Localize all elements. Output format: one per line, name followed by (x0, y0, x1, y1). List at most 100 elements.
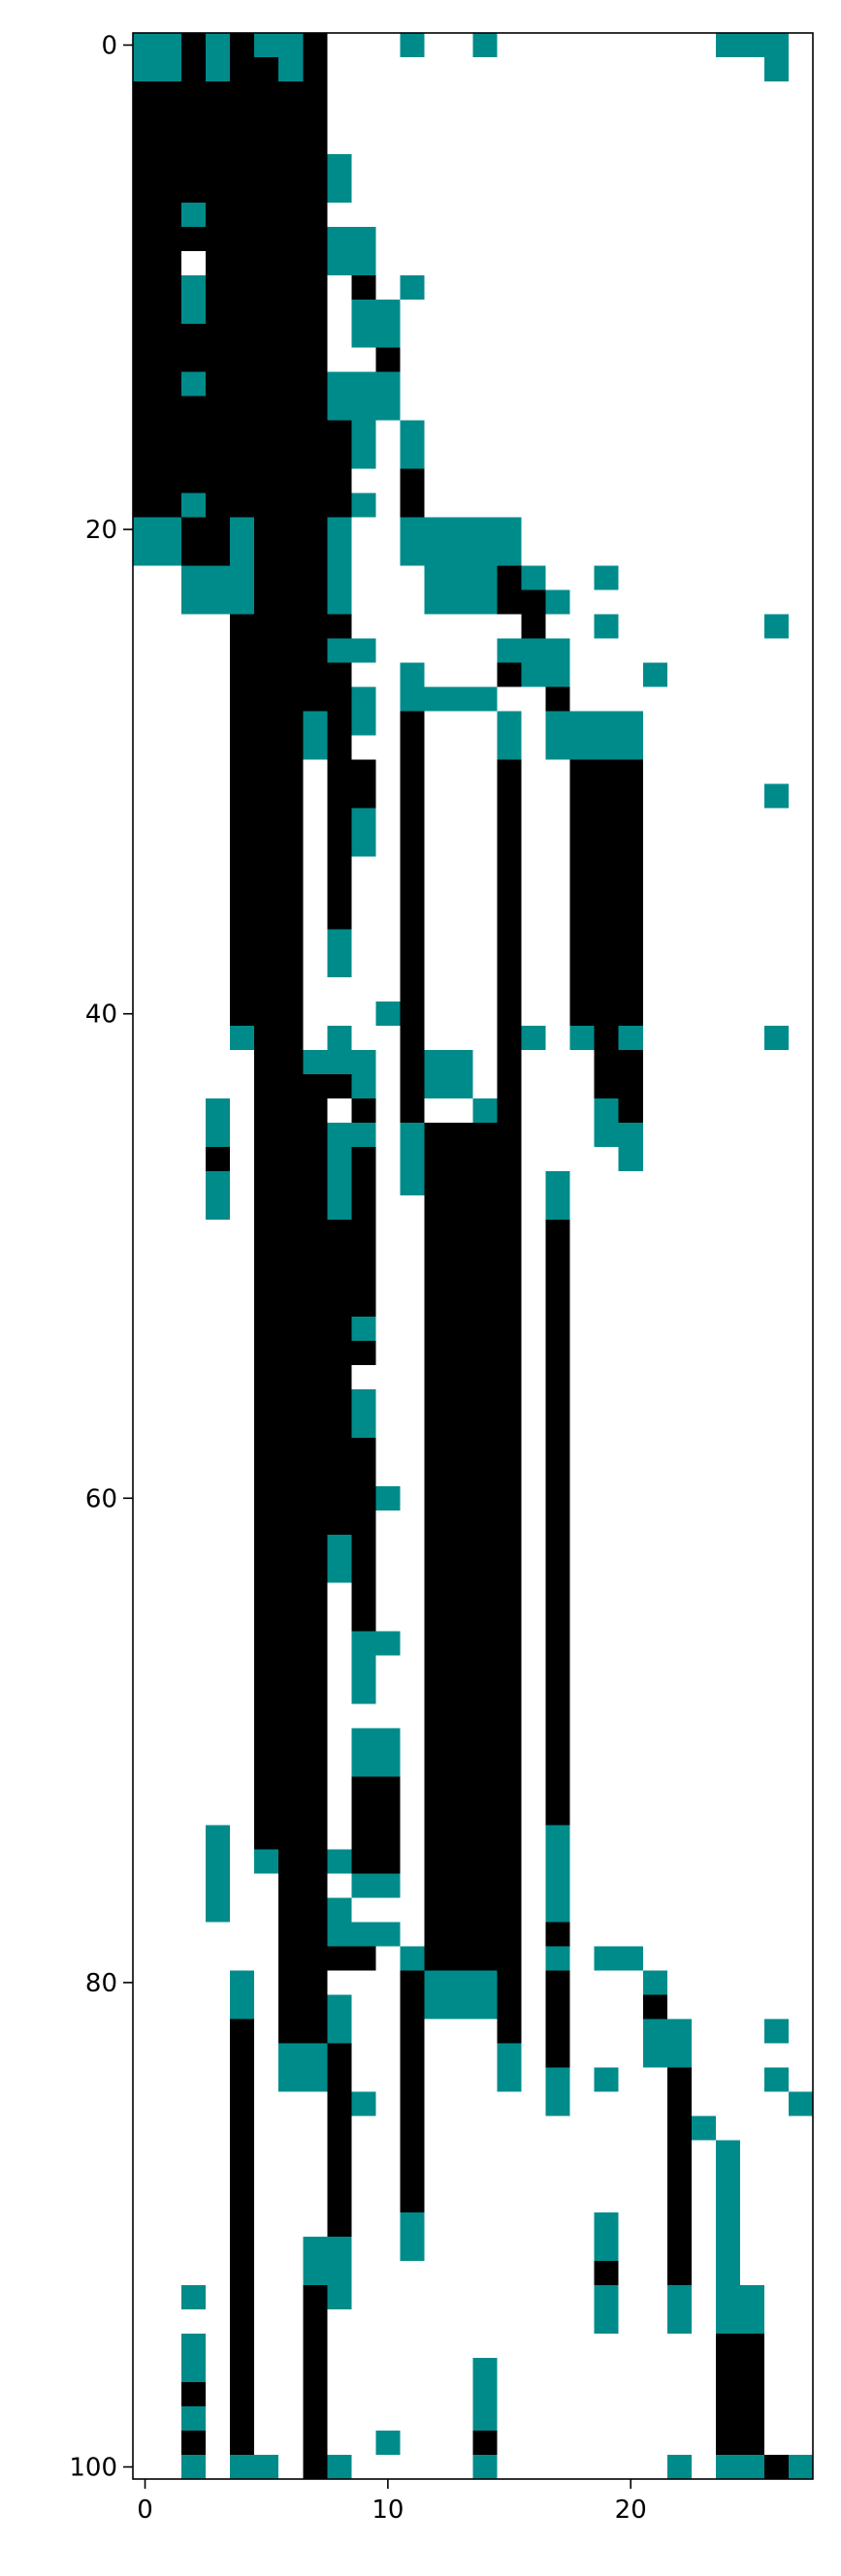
cell (739, 1050, 765, 1075)
cell (739, 1220, 765, 1245)
cell (230, 2188, 255, 2213)
cell (569, 129, 596, 155)
cell (448, 2019, 473, 2044)
cell (400, 589, 425, 616)
cell (715, 1437, 741, 1463)
cell (642, 1922, 668, 1947)
cell (303, 1195, 328, 1221)
cell (424, 33, 449, 58)
cell (642, 1195, 668, 1221)
cell (230, 1970, 255, 1995)
cell (303, 1897, 328, 1923)
cell (715, 832, 741, 857)
cell (157, 444, 182, 470)
cell (618, 2237, 644, 2262)
cell (666, 226, 693, 252)
cell (715, 880, 741, 906)
cell (448, 1897, 473, 1923)
cell (497, 1340, 523, 1366)
cell (278, 856, 304, 881)
cell (642, 33, 668, 58)
cell (424, 1074, 449, 1099)
cell (691, 686, 717, 712)
cell (763, 493, 790, 519)
cell (472, 832, 499, 857)
cell (448, 1606, 473, 1633)
cell (448, 2140, 473, 2165)
cell (400, 1776, 425, 1802)
cell (351, 1800, 376, 1827)
cell (788, 493, 814, 519)
cell (691, 1413, 717, 1439)
cell (715, 686, 741, 712)
cell (788, 1897, 814, 1923)
cell (545, 1147, 571, 1172)
cell (424, 735, 449, 760)
cell (254, 2431, 279, 2456)
cell (691, 1679, 717, 1705)
cell (181, 2406, 207, 2432)
cell (133, 1946, 158, 1971)
cell (666, 1267, 693, 1293)
cell (327, 129, 352, 155)
cell (424, 1582, 449, 1608)
cell (739, 2115, 765, 2141)
cell (594, 1994, 620, 2019)
cell (739, 1026, 765, 1051)
cell (715, 1485, 741, 1511)
cell (497, 1849, 523, 1874)
cell (303, 832, 328, 857)
cell (375, 1655, 401, 1681)
cell (206, 299, 231, 325)
cell (642, 80, 668, 107)
cell (642, 856, 668, 881)
cell (618, 33, 644, 58)
cell (545, 1050, 571, 1075)
cell (594, 1946, 620, 1971)
cell (303, 638, 328, 663)
cell (569, 250, 596, 276)
cell (788, 2285, 814, 2310)
cell (400, 1558, 425, 1584)
cell (545, 177, 571, 204)
cell (206, 735, 231, 760)
cell (788, 1946, 814, 1971)
cell (448, 2431, 473, 2456)
cell (254, 177, 279, 204)
cell (788, 1825, 814, 1851)
cell (569, 880, 596, 906)
cell (642, 905, 668, 930)
cell (206, 1267, 231, 1293)
cell (763, 2382, 790, 2407)
cell (181, 1510, 207, 1536)
cell (691, 2237, 717, 2262)
cell (763, 1849, 790, 1874)
cell (545, 711, 571, 736)
cell (133, 565, 158, 591)
cell (569, 2067, 596, 2092)
cell (424, 880, 449, 906)
cell (569, 2285, 596, 2310)
cell (715, 1098, 741, 1124)
cell (472, 1437, 499, 1463)
cell (133, 1098, 158, 1124)
cell (448, 153, 473, 179)
cell (666, 517, 693, 543)
cell (691, 614, 717, 640)
cell (763, 1437, 790, 1463)
cell (327, 1897, 352, 1923)
cell (642, 2261, 668, 2286)
cell (715, 2188, 741, 2213)
cell (715, 444, 741, 470)
cell (400, 1873, 425, 1898)
cell (472, 1776, 499, 1802)
cell (545, 1897, 571, 1923)
cell (254, 1123, 279, 1148)
cell (157, 1098, 182, 1124)
cell (666, 880, 693, 906)
cell (594, 2431, 620, 2456)
cell (642, 565, 668, 591)
cell (691, 420, 717, 446)
cell (715, 2285, 741, 2310)
cell (666, 2212, 693, 2238)
